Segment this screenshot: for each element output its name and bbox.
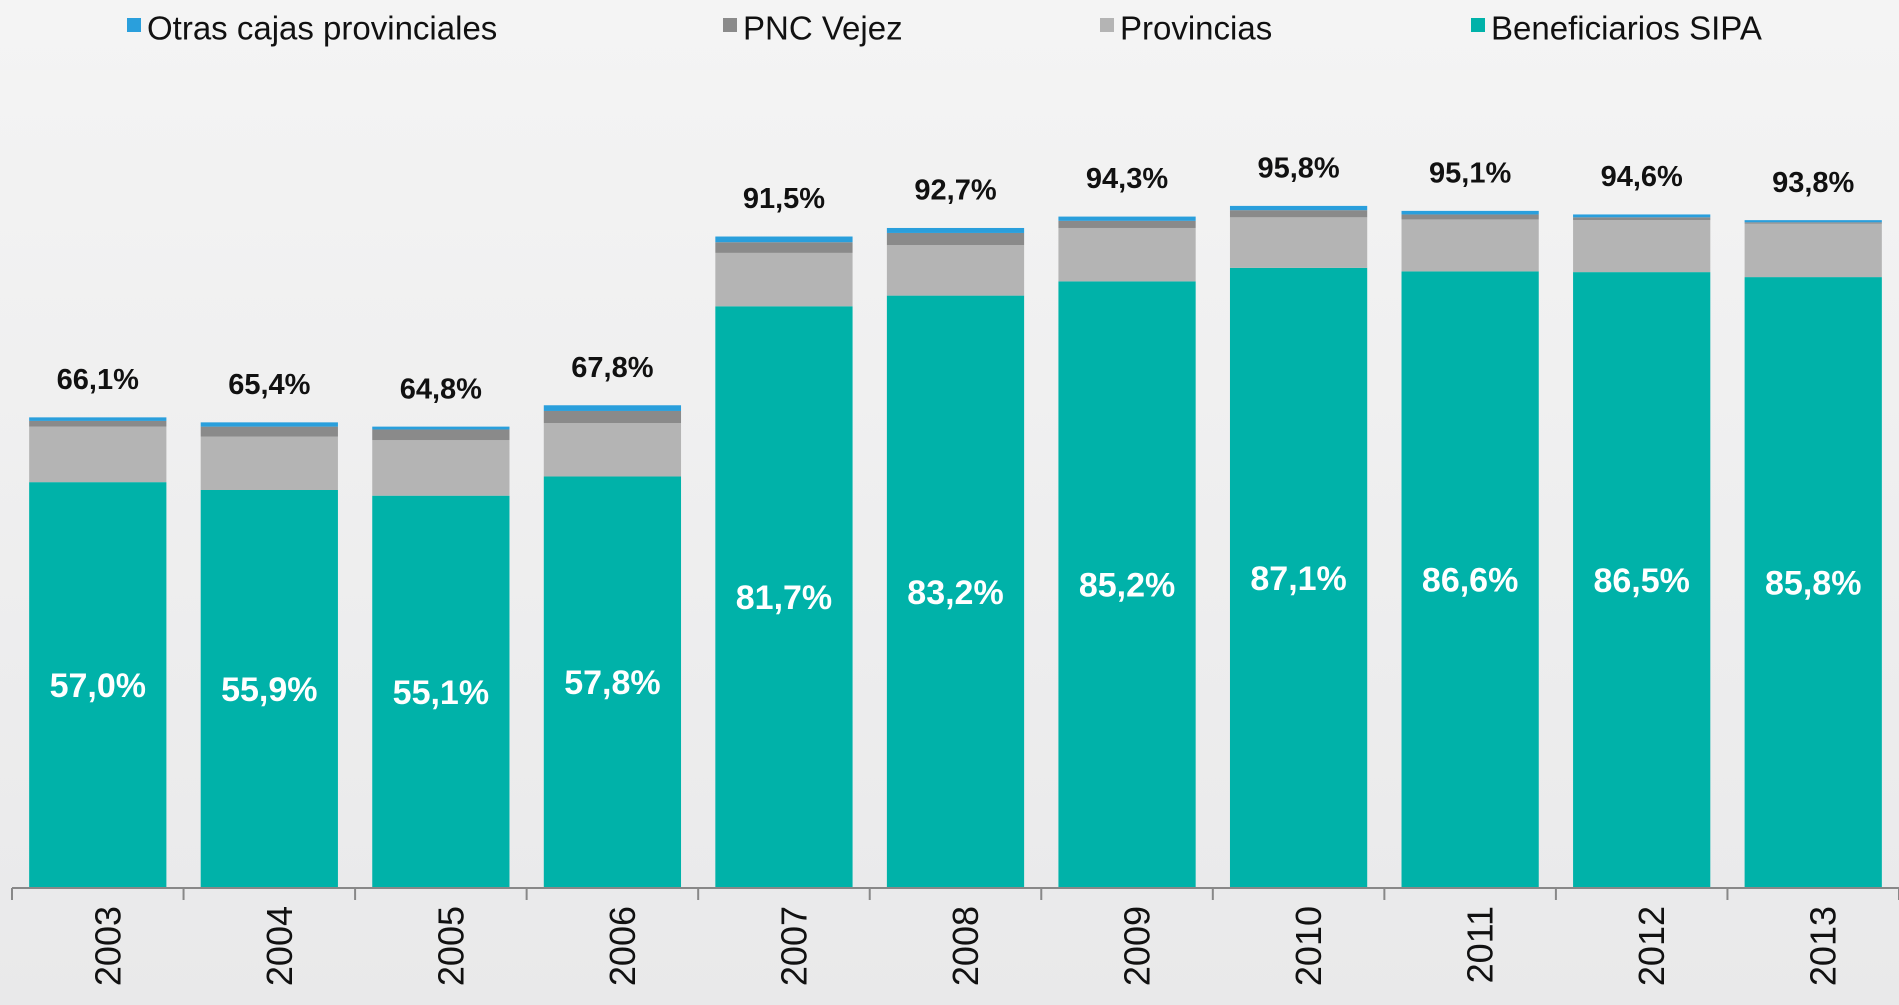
- bar-segment: [29, 417, 167, 421]
- x-tick-label: 2004: [259, 906, 300, 986]
- bar-segment: [29, 482, 167, 888]
- legend-marker: [1100, 18, 1114, 32]
- x-tick-label: 2009: [1117, 906, 1158, 986]
- bar-segment: [1744, 277, 1882, 888]
- bar-segment: [886, 295, 1025, 889]
- bar-segment: [200, 422, 338, 427]
- x-tick-label: 2011: [1460, 906, 1501, 983]
- legend-label: Provincias: [1120, 10, 1272, 47]
- bar-segment: [886, 227, 1025, 233]
- bar-segment: [29, 426, 167, 483]
- total-label: 94,6%: [1601, 161, 1683, 193]
- bar-segment: [1058, 227, 1196, 282]
- legend-label: PNC Vejez: [743, 10, 903, 47]
- bar-segment: [715, 242, 853, 253]
- legend-label: Otras cajas provinciales: [147, 10, 497, 47]
- bar-segment: [200, 426, 338, 437]
- x-tick-label: 2012: [1631, 906, 1672, 986]
- x-tick-label: 2007: [773, 906, 814, 986]
- x-tick-label: 2013: [1803, 906, 1844, 986]
- bar-value-label: 55,9%: [221, 671, 317, 709]
- bar-segment: [1058, 216, 1196, 221]
- total-label: 93,8%: [1772, 167, 1854, 199]
- bar-value-label: 57,8%: [564, 664, 660, 702]
- x-tick-label: 2005: [430, 906, 471, 986]
- total-label: 92,7%: [914, 175, 996, 207]
- bar-value-label: 81,7%: [736, 579, 832, 617]
- bar-segment: [715, 306, 853, 888]
- total-label: 91,5%: [743, 183, 825, 215]
- bar-segment: [1573, 214, 1711, 218]
- total-label: 65,4%: [228, 369, 310, 401]
- bar-segment: [1401, 210, 1539, 215]
- total-label: 95,8%: [1257, 153, 1339, 185]
- legend-marker: [127, 18, 141, 32]
- x-tick-label: 2010: [1288, 906, 1329, 986]
- bar-segment: [543, 476, 682, 888]
- legend-marker: [723, 18, 737, 32]
- bar-segment: [29, 420, 167, 427]
- x-tick-label: 2006: [602, 906, 643, 986]
- bar-segment: [200, 489, 338, 888]
- bar-segment: [1229, 217, 1368, 268]
- bar-segment: [200, 436, 338, 490]
- bar-segment: [372, 429, 510, 441]
- bar-segment: [543, 423, 682, 477]
- bar-segment: [1058, 220, 1196, 228]
- bar-segment: [1401, 271, 1539, 889]
- bar-value-label: 87,1%: [1250, 560, 1346, 598]
- bar-segment: [1401, 219, 1539, 272]
- bar-segment: [886, 245, 1025, 296]
- total-label: 66,1%: [57, 364, 139, 396]
- bar-segment: [1573, 217, 1711, 221]
- bar-segment: [543, 405, 682, 411]
- bar-segment: [543, 410, 682, 424]
- total-label: 94,3%: [1086, 163, 1168, 195]
- bar-segment: [1744, 223, 1882, 278]
- legend-label: Beneficiarios SIPA: [1491, 10, 1762, 47]
- x-tick-label: 2008: [945, 906, 986, 986]
- bar-value-label: 57,0%: [50, 667, 146, 705]
- x-tick-label: 2003: [87, 906, 128, 986]
- bar-segment: [715, 236, 853, 243]
- total-label: 64,8%: [400, 373, 482, 405]
- bar-segment: [1229, 205, 1368, 211]
- bar-value-label: 85,2%: [1079, 567, 1175, 605]
- total-label: 95,1%: [1429, 158, 1511, 190]
- bar-segment: [1229, 210, 1368, 218]
- bar-segment: [1573, 272, 1711, 888]
- bar-segment: [1744, 222, 1882, 224]
- bar-value-label: 83,2%: [907, 574, 1003, 612]
- bar-segment: [1229, 267, 1368, 888]
- bar-segment: [715, 252, 853, 307]
- bar-segment: [372, 495, 510, 888]
- bar-segment: [372, 440, 510, 496]
- bar-segment: [1401, 214, 1539, 220]
- bar-segment: [1573, 220, 1711, 273]
- bar-segment: [1058, 281, 1196, 889]
- bar-value-label: 86,6%: [1422, 562, 1518, 600]
- total-label: 67,8%: [571, 352, 653, 384]
- bar-value-label: 85,8%: [1765, 565, 1861, 603]
- legend-marker: [1471, 18, 1485, 32]
- bar-segment: [1744, 220, 1882, 223]
- bar-segment: [372, 426, 510, 430]
- bar-segment: [886, 232, 1025, 246]
- bar-value-label: 55,1%: [393, 674, 489, 712]
- bar-value-label: 86,5%: [1593, 562, 1689, 600]
